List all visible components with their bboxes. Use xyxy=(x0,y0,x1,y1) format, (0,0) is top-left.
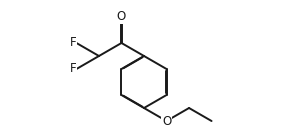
Text: O: O xyxy=(117,10,126,23)
Text: O: O xyxy=(162,115,171,128)
Text: F: F xyxy=(70,36,76,50)
Text: F: F xyxy=(70,63,76,75)
